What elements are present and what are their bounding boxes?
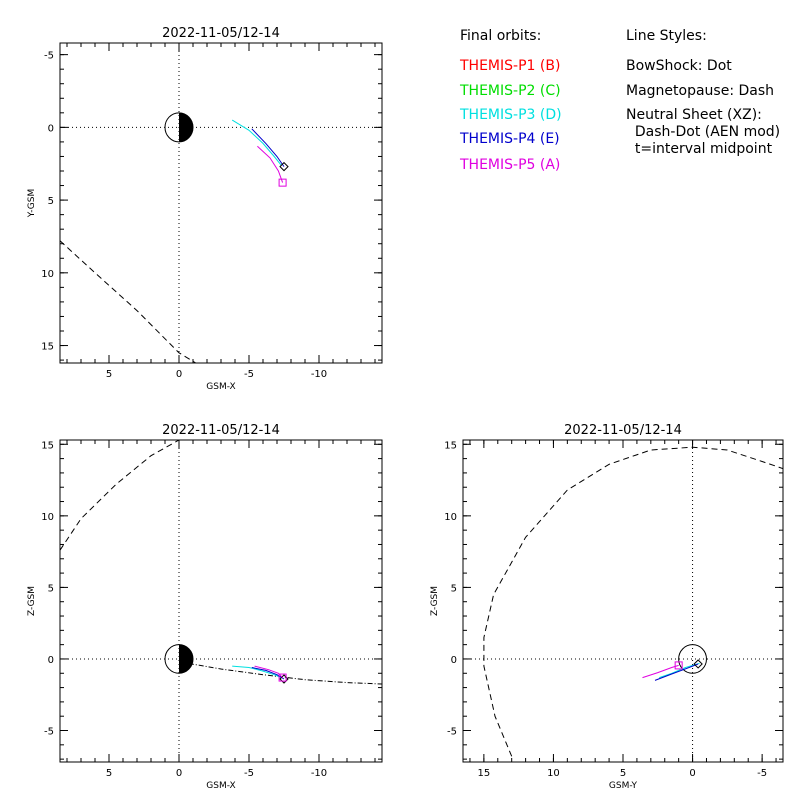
y-tick-label: -5	[44, 51, 54, 62]
earth-circle	[164, 644, 194, 674]
earth-circle	[164, 112, 194, 143]
plot-frame	[59, 439, 383, 763]
legend-probe-p4: THEMIS-P4 (E)	[460, 131, 560, 147]
chart-title: 2022-11-05/12-14	[162, 423, 280, 438]
panel-xz: 2022-11-05/12-14 5 0 -5 -10 -5 0 5 10 15 GSM-X Z-GS…	[27, 423, 383, 791]
legend-probe-p2: THEMIS-P2 (C)	[460, 83, 561, 99]
orbit-end-diamond-themis-p4-e	[279, 674, 289, 684]
plot-area	[60, 440, 382, 762]
plot-area	[60, 43, 382, 363]
y-axis-label: Z-GSM	[430, 586, 440, 616]
plot-area	[463, 440, 783, 762]
x-tick-label: 5	[106, 369, 112, 380]
legend-probe-p1: THEMIS-P1 (B)	[460, 58, 561, 74]
magnetopause-line	[60, 240, 197, 363]
x-tick-label: 10	[547, 768, 560, 779]
y-tick-label: 5	[48, 583, 54, 594]
orbit-end-square-themis-p5-a	[674, 661, 683, 670]
orbit-themis-p3-d	[659, 662, 700, 679]
y-tick-label: 10	[41, 512, 54, 523]
magnetopause-line	[60, 440, 180, 551]
line-style-midpoint-note: t=interval midpoint	[626, 141, 773, 157]
earth-circle	[678, 644, 707, 674]
y-tick-label: 5	[451, 583, 457, 594]
orbit-themis-p5-a	[642, 664, 679, 679]
x-tick-label: 15	[478, 768, 491, 779]
y-tick-label: 10	[41, 269, 54, 280]
line-style-bowshock: BowShock: Dot	[626, 58, 732, 74]
y-tick-label: 15	[41, 440, 54, 451]
x-tick-label: -5	[757, 768, 767, 779]
y-tick-label: -5	[44, 727, 54, 738]
chart-title: 2022-11-05/12-14	[162, 26, 280, 41]
earth-night-side	[179, 112, 194, 142]
x-tick-label: -5	[244, 369, 254, 380]
y-tick-label: -5	[447, 727, 457, 738]
line-style-neutral-sheet-dashdot: Dash-Dot (AEN mod)	[626, 124, 781, 140]
x-axis-label: GSM-Y	[609, 781, 638, 791]
x-tick-label: -5	[244, 768, 254, 779]
orbit-end-square-themis-p5-a	[278, 673, 287, 682]
final-orbits-title: Final orbits:	[460, 28, 542, 44]
x-tick-label: -10	[311, 768, 327, 779]
x-tick-label: -10	[311, 369, 327, 380]
orbit-themis-p4-e	[654, 663, 699, 681]
y-tick-label: 15	[41, 342, 54, 353]
legend-probe-p3: THEMIS-P3 (D)	[460, 107, 562, 123]
y-tick-label: 0	[48, 655, 54, 666]
orbit-themis-p3-d	[232, 665, 282, 679]
earth-night-side	[179, 644, 194, 674]
orbit-themis-p3-d	[231, 119, 282, 166]
orbit-themis-p4-e	[251, 128, 285, 167]
line-style-magnetopause: Magnetopause: Dash	[626, 83, 775, 99]
y-tick-label: 15	[444, 440, 457, 451]
x-tick-label: 0	[176, 768, 182, 779]
chart-title: 2022-11-05/12-14	[564, 423, 682, 438]
y-tick-label: 0	[48, 123, 54, 134]
x-tick-label: 0	[689, 768, 695, 779]
y-tick-label: 5	[48, 196, 54, 207]
orbit-end-diamond-themis-p4-e	[279, 161, 289, 172]
plot-frame	[59, 42, 383, 364]
y-axis-label: Z-GSM	[27, 586, 37, 616]
x-tick-label: 0	[176, 369, 182, 380]
orbit-end-diamond-themis-p4-e	[693, 659, 703, 669]
x-axis-label: GSM-X	[206, 781, 235, 791]
panel-yz: 2022-11-05/12-14 15 10 5 0 -5 -5 0 5 10 15 GSM-Y Z-G…	[430, 423, 784, 791]
magnetopause-line	[483, 446, 783, 757]
panel-xy: 2022-11-05/12-14 5 0 -5 -10 -5 0 5 10 15 GSM-X Y-GS…	[27, 26, 383, 392]
x-axis-label: GSM-X	[206, 382, 235, 392]
y-tick-label: 0	[451, 655, 457, 666]
legend-probe-p5: THEMIS-P5 (A)	[460, 157, 561, 173]
y-tick-label: 10	[444, 512, 457, 523]
orbit-themis-p4-e	[251, 667, 285, 680]
line-style-neutral-sheet: Neutral Sheet (XZ):	[626, 107, 762, 123]
orbit-themis-p5-a	[257, 145, 284, 183]
plot-frame	[462, 439, 784, 763]
y-axis-label: Y-GSM	[27, 189, 37, 218]
x-tick-label: 5	[620, 768, 626, 779]
orbit-themis-p5-a	[254, 665, 283, 678]
orbit-end-square-themis-p5-a	[278, 178, 287, 187]
line-styles-title: Line Styles:	[626, 28, 707, 44]
x-tick-label: 5	[106, 768, 112, 779]
